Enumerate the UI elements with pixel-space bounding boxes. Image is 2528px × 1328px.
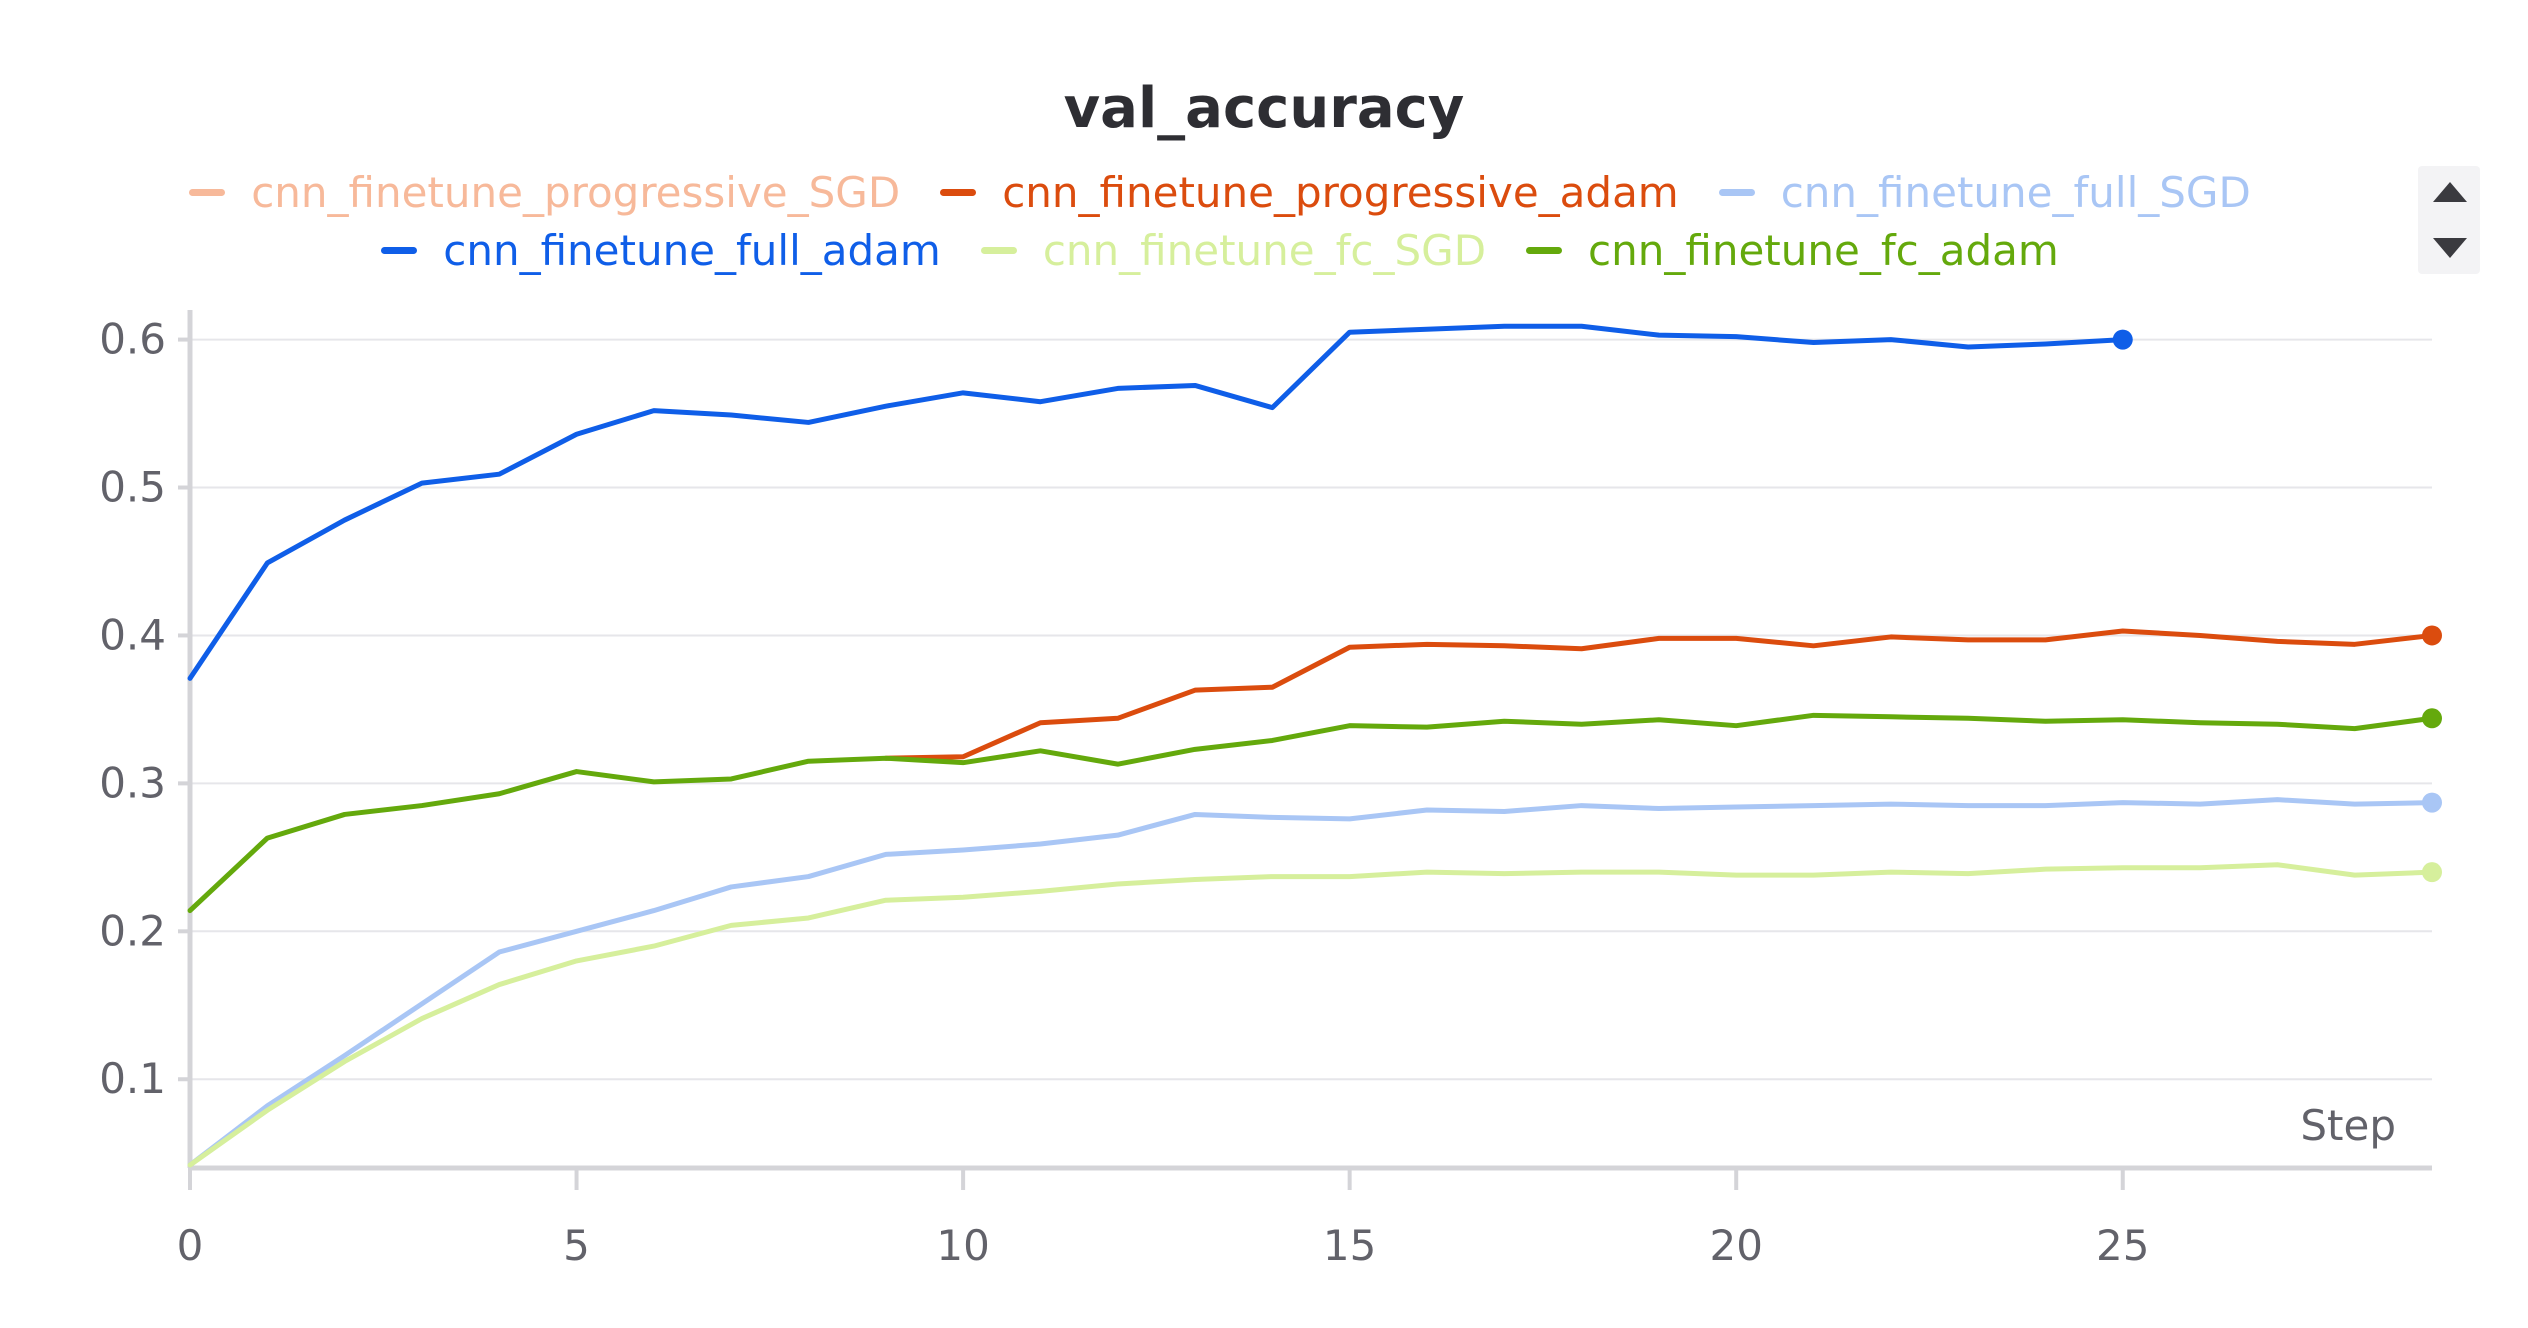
- y-tick-label: 0.6: [99, 315, 166, 364]
- legend-item-full-sgd[interactable]: cnn_finetune_full_SGD: [1718, 168, 2251, 217]
- series-end-point[interactable]: [2422, 708, 2442, 729]
- series-end-point[interactable]: [2422, 862, 2442, 883]
- y-tick-label: 0.3: [99, 758, 166, 807]
- chart-title: val_accuracy: [1063, 76, 1465, 141]
- legend-label: cnn_finetune_fc_adam: [1588, 226, 2059, 275]
- series-end-point[interactable]: [2422, 625, 2442, 646]
- series-lines: [187, 323, 2442, 1168]
- x-tick-label: 10: [936, 1221, 989, 1270]
- legend-swatch: [1526, 247, 1563, 254]
- x-tick-label: 0: [177, 1221, 204, 1270]
- legend-label: cnn_finetune_progressive_SGD: [251, 168, 901, 217]
- series-line-cnn-finetune-progressive-adam[interactable]: [883, 628, 2435, 761]
- y-tick-label: 0.5: [99, 463, 166, 512]
- legend-row-2: cnn_finetune_full_adam cnn_finetune_fc_S…: [0, 226, 2440, 275]
- legend-label: cnn_finetune_fc_SGD: [1042, 226, 1487, 275]
- series-line-cnn-finetune-full-sgd[interactable]: [187, 797, 2435, 1168]
- y-tick-label: 0.2: [99, 906, 166, 955]
- legend-item-full-adam[interactable]: cnn_finetune_full_adam: [381, 226, 941, 275]
- series-line-cnn-finetune-fc-sgd[interactable]: [187, 862, 2435, 1168]
- series-end-point[interactable]: [2112, 329, 2133, 350]
- series-end-point[interactable]: [2422, 792, 2442, 813]
- x-tick-label: 20: [1709, 1221, 1762, 1270]
- legend-swatch: [1718, 189, 1755, 196]
- legend-label: cnn_finetune_progressive_adam: [1002, 168, 1679, 217]
- x-tick-label: 5: [563, 1221, 590, 1270]
- chevron-down-icon[interactable]: [2433, 238, 2467, 258]
- legend-label: cnn_finetune_full_adam: [443, 226, 941, 275]
- x-tick-label: 25: [2096, 1221, 2149, 1270]
- grid-lines: [190, 338, 2432, 1081]
- y-tick-label: 0.4: [99, 610, 166, 659]
- tick-labels: 0.1 0.2 0.3 0.4 0.5 0.6 0 5 10 15 20 25: [99, 315, 2149, 1270]
- legend-swatch: [189, 189, 226, 196]
- legend-label: cnn_finetune_full_SGD: [1780, 168, 2251, 217]
- legend-item-progressive-adam[interactable]: cnn_finetune_progressive_adam: [940, 168, 1679, 217]
- legend-swatch: [940, 189, 977, 196]
- legend-row-1: cnn_finetune_progressive_SGD cnn_finetun…: [0, 168, 2440, 217]
- legend-item-fc-sgd[interactable]: cnn_finetune_fc_SGD: [980, 226, 1487, 275]
- chevron-up-icon[interactable]: [2433, 182, 2467, 202]
- legend-item-fc-adam[interactable]: cnn_finetune_fc_adam: [1526, 226, 2059, 275]
- legend-item-progressive-sgd[interactable]: cnn_finetune_progressive_SGD: [189, 168, 900, 217]
- axes: [178, 310, 2432, 1190]
- y-tick-label: 0.1: [99, 1054, 166, 1103]
- series-line-cnn-finetune-fc-adam[interactable]: [187, 712, 2435, 914]
- x-axis-label: Step: [2300, 1101, 2396, 1150]
- legend-swatch: [980, 247, 1017, 254]
- x-tick-label: 15: [1323, 1221, 1376, 1270]
- legend-swatch: [381, 247, 418, 254]
- legend-scroll-control: [2418, 166, 2480, 274]
- series-line-cnn-finetune-full-adam[interactable]: [187, 323, 2126, 681]
